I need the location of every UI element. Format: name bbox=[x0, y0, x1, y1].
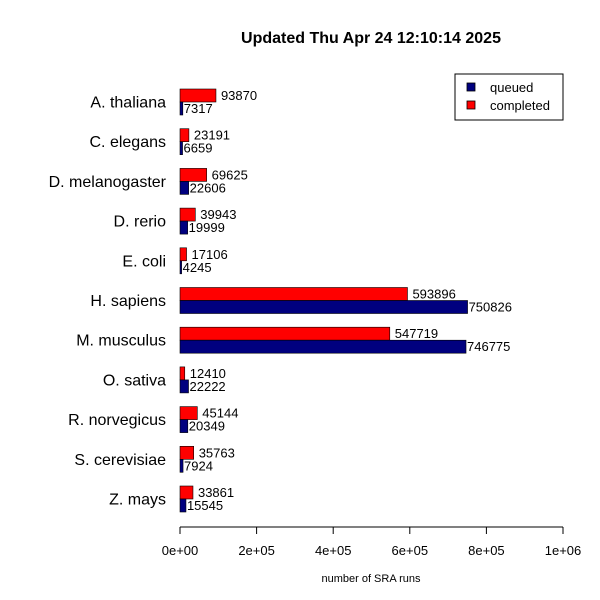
bar-queued-m-musculus bbox=[179, 339, 467, 354]
value-label-completed-e-coli: 17106 bbox=[192, 247, 228, 262]
x-axis-title: number of SRA runs bbox=[321, 573, 421, 585]
bar-queued-a-thaliana bbox=[179, 101, 184, 116]
value-label-queued-h-sapiens: 750826 bbox=[469, 300, 512, 315]
x-axis: 0e+00 2e+05 4e+05 6e+05 8e+05 1e+06 bbox=[162, 526, 582, 558]
bar-completed-d-melanogaster bbox=[179, 168, 207, 182]
x-tick-label: 4e+05 bbox=[315, 543, 352, 558]
legend-label-completed: completed bbox=[490, 98, 550, 113]
bar-completed-c-elegans bbox=[179, 128, 190, 142]
bar-queued-d-melanogaster bbox=[179, 181, 189, 195]
legend: queued completed bbox=[454, 73, 564, 121]
bar-queued-o-sativa bbox=[179, 379, 189, 394]
bar-queued-r-norvegicus bbox=[179, 419, 189, 433]
category-label-s-cerevisiae: S. cerevisiae bbox=[74, 452, 166, 469]
value-label-completed-h-sapiens: 593896 bbox=[412, 287, 455, 302]
bar-completed-a-thaliana bbox=[179, 88, 217, 103]
value-label-completed-c-elegans: 23191 bbox=[194, 128, 230, 143]
category-label-a-thaliana: A. thaliana bbox=[90, 95, 166, 112]
chart-title: Updated Thu Apr 24 12:10:14 2025 bbox=[241, 30, 501, 47]
value-label-queued-z-mays: 15545 bbox=[187, 498, 223, 513]
value-label-completed-a-thaliana: 93870 bbox=[221, 88, 257, 103]
category-label-d-rerio: D. rerio bbox=[114, 214, 167, 231]
value-label-queued-r-norvegicus: 20349 bbox=[189, 419, 225, 434]
value-label-completed-d-melanogaster: 69625 bbox=[212, 167, 248, 182]
category-label-h-sapiens: H. sapiens bbox=[90, 293, 166, 310]
bar-completed-e-coli bbox=[179, 247, 187, 262]
value-label-queued-s-cerevisiae: 7924 bbox=[184, 458, 213, 473]
value-label-completed-s-cerevisiae: 35763 bbox=[199, 445, 235, 460]
value-label-queued-c-elegans: 6659 bbox=[184, 141, 213, 156]
bar-completed-m-musculus bbox=[179, 326, 391, 341]
bar-queued-s-cerevisiae bbox=[179, 458, 184, 473]
x-tick-label: 0e+00 bbox=[162, 543, 199, 558]
bar-completed-o-sativa bbox=[179, 366, 186, 381]
value-label-completed-m-musculus: 547719 bbox=[395, 326, 438, 341]
value-label-completed-r-norvegicus: 45144 bbox=[202, 406, 238, 421]
x-tick-label: 6e+05 bbox=[392, 543, 429, 558]
bar-completed-s-cerevisiae bbox=[179, 445, 194, 460]
value-label-completed-d-rerio: 39943 bbox=[200, 207, 236, 222]
x-tick-label: 8e+05 bbox=[468, 543, 505, 558]
bar-completed-r-norvegicus bbox=[179, 406, 198, 420]
x-tick-label: 1e+06 bbox=[545, 543, 582, 558]
bar-queued-c-elegans bbox=[179, 141, 183, 155]
bar-queued-z-mays bbox=[179, 498, 187, 513]
value-label-queued-m-musculus: 746775 bbox=[467, 339, 510, 354]
bar-queued-e-coli bbox=[179, 260, 182, 275]
category-label-e-coli: E. coli bbox=[122, 253, 166, 270]
value-label-queued-d-rerio: 19999 bbox=[189, 220, 225, 235]
x-tick-label: 2e+05 bbox=[238, 543, 275, 558]
category-label-z-mays: Z. mays bbox=[109, 492, 166, 509]
bar-queued-d-rerio bbox=[179, 220, 188, 235]
bar-completed-h-sapiens bbox=[179, 287, 408, 301]
legend-swatch-completed bbox=[466, 100, 476, 110]
value-label-queued-a-thaliana: 7317 bbox=[184, 101, 213, 116]
value-label-queued-o-sativa: 22222 bbox=[190, 379, 226, 394]
legend-label-queued: queued bbox=[490, 80, 533, 95]
legend-swatch-queued bbox=[466, 82, 476, 92]
category-label-c-elegans: C. elegans bbox=[90, 134, 167, 151]
bar-queued-h-sapiens bbox=[179, 300, 468, 314]
bar-completed-z-mays bbox=[179, 485, 194, 500]
category-label-d-melanogaster: D. melanogaster bbox=[49, 174, 167, 191]
value-label-queued-e-coli: 4245 bbox=[183, 260, 212, 275]
category-label-o-sativa: O. sativa bbox=[103, 372, 166, 389]
value-label-queued-d-melanogaster: 22606 bbox=[190, 180, 226, 195]
legend-box bbox=[454, 73, 564, 121]
category-label-m-musculus: M. musculus bbox=[76, 333, 166, 350]
value-label-completed-z-mays: 33861 bbox=[198, 485, 234, 500]
value-label-completed-o-sativa: 12410 bbox=[190, 366, 226, 381]
category-label-r-norvegicus: R. norvegicus bbox=[68, 412, 166, 429]
